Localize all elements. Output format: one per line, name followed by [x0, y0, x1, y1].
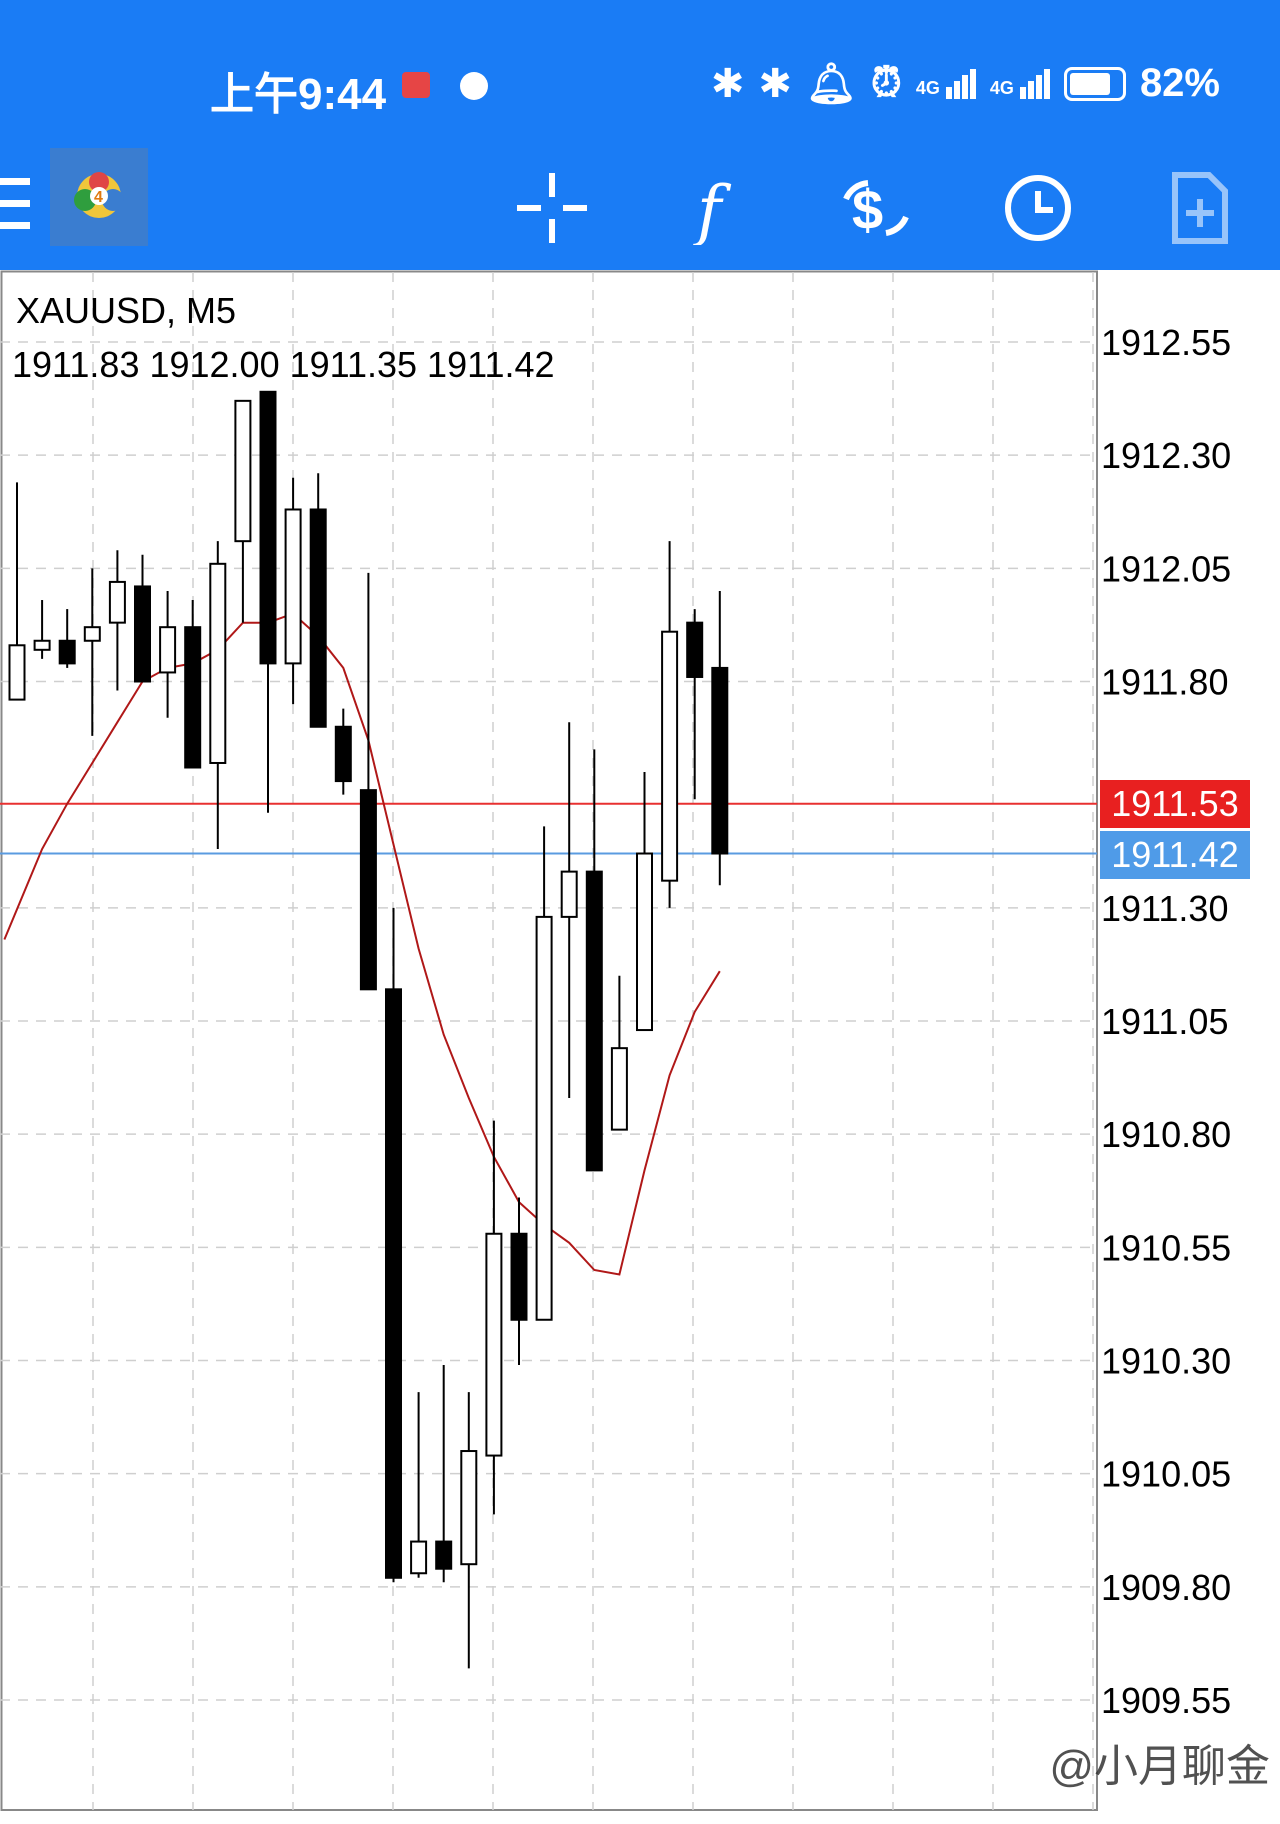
- candle-body: [711, 666, 729, 855]
- candle-body: [359, 789, 377, 991]
- y-tick-label: 1912.30: [1101, 435, 1231, 476]
- sound-indicator-icon: [460, 72, 488, 100]
- network-type-2: 4G: [989, 77, 1014, 98]
- chart-frame: [0, 270, 1098, 1811]
- battery-level: 82%: [1139, 61, 1220, 105]
- bid-price-tag: 1911.42: [1100, 831, 1250, 879]
- candle-body: [8, 644, 26, 701]
- candle-body: [385, 988, 402, 1579]
- new-order-icon[interactable]: [1158, 166, 1242, 250]
- candle-body: [334, 725, 352, 783]
- chart-area[interactable]: 1912.55 1912.30 1912.05 1911.80 1911.30 1911.…: [0, 270, 1280, 1824]
- indicators-icon[interactable]: f: [672, 166, 756, 250]
- bell-icon: 🔔︎: [805, 62, 857, 106]
- candle-body: [259, 390, 277, 665]
- battery-icon: [1063, 66, 1126, 101]
- candle-body: [209, 562, 227, 764]
- candle-body: [610, 1047, 628, 1131]
- y-tick-label: 1911.80: [1101, 662, 1228, 703]
- candle-body: [686, 621, 704, 678]
- symbols-icon[interactable]: $: [834, 166, 918, 250]
- candle-body: [83, 626, 101, 642]
- svg-text:f: f: [692, 172, 732, 245]
- candle-body: [58, 639, 76, 665]
- candle-body: [661, 630, 679, 882]
- candle-body: [560, 870, 578, 918]
- timeframe-clock-icon[interactable]: [996, 166, 1080, 250]
- svg-text:4: 4: [94, 189, 103, 206]
- candle-body: [184, 626, 202, 769]
- status-bar: 上午9:44 ✱ ✱ 🔔︎ ⏰︎ 4G 4G 82%: [0, 0, 1280, 148]
- signal-2-icon: 4G: [989, 68, 1050, 99]
- candle-body: [636, 852, 653, 1032]
- watermark: @小月聊金: [1049, 1742, 1270, 1791]
- y-tick-label: 1910.55: [1101, 1227, 1231, 1268]
- candle-body: [410, 1540, 428, 1575]
- candle-body: [134, 585, 151, 683]
- candle-body: [485, 1232, 503, 1457]
- ask-price-tag: 1911.53: [1100, 780, 1250, 828]
- candle-body: [585, 870, 603, 1172]
- signal-1-icon: 4G: [915, 68, 976, 99]
- candle-body: [435, 1540, 453, 1570]
- y-tick-label: 1910.30: [1101, 1341, 1231, 1382]
- candle-body: [284, 508, 302, 665]
- y-tick-label: 1911.05: [1101, 1001, 1228, 1042]
- status-indicators: ✱ ✱ 🔔︎ ⏰︎ 4G 4G 82%: [711, 60, 1220, 107]
- candle-body: [33, 639, 51, 651]
- y-tick-label: 1910.05: [1101, 1454, 1231, 1495]
- candle-body: [159, 626, 177, 674]
- candle-body: [108, 580, 126, 624]
- candle-body: [309, 508, 327, 728]
- metatrader-icon[interactable]: 4: [50, 148, 148, 246]
- candle-body: [510, 1232, 528, 1321]
- candle-body: [460, 1450, 478, 1566]
- y-tick-label: 1911.30: [1101, 888, 1228, 929]
- y-tick-label: 1912.55: [1101, 322, 1231, 363]
- bluetooth-off-icon: ✱: [758, 61, 792, 106]
- y-tick-label: 1909.80: [1101, 1567, 1231, 1608]
- y-tick-label: 1912.05: [1101, 548, 1231, 589]
- notification-app-icon: [402, 72, 430, 98]
- y-tick-label: 1909.55: [1101, 1680, 1231, 1721]
- bluetooth-icon: ✱: [710, 61, 745, 106]
- y-tick-label: 1910.80: [1101, 1114, 1231, 1155]
- crosshair-icon[interactable]: [510, 166, 594, 250]
- chart-symbol: XAUUSD, M5: [16, 290, 237, 331]
- candlestick-chart[interactable]: 1912.55 1912.30 1912.05 1911.80 1911.30 1911.…: [0, 270, 1280, 1824]
- menu-icon[interactable]: [0, 174, 34, 234]
- status-time: 上午9:44: [210, 70, 387, 119]
- toolbar: 4 f $: [0, 148, 1280, 270]
- alarm-icon: ⏰︎: [870, 61, 902, 105]
- candle-body: [535, 915, 553, 1321]
- chart-ohlc: 1911.83 1912.00 1911.35 1911.42: [12, 344, 555, 385]
- network-type-1: 4G: [915, 77, 940, 98]
- candle-body: [234, 399, 252, 543]
